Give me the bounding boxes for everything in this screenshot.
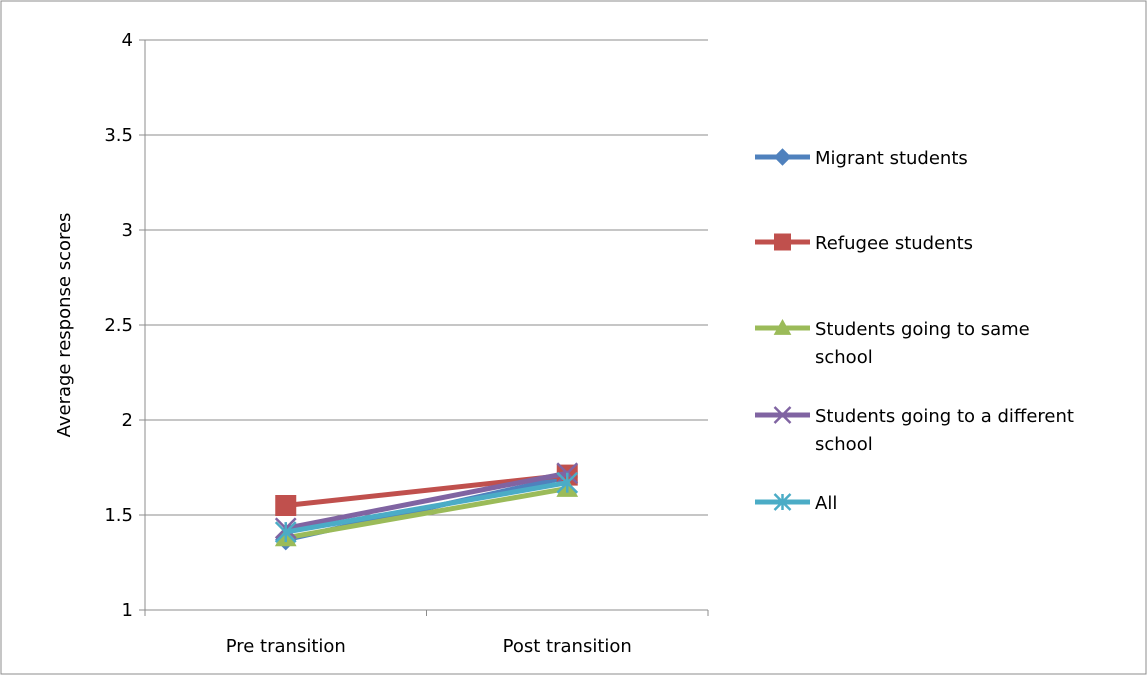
legend-marker bbox=[773, 406, 792, 424]
x-tick-label: Post transition bbox=[503, 636, 632, 657]
legend-marker bbox=[774, 233, 791, 251]
legend-marker bbox=[773, 493, 792, 511]
legend-label: Migrant students bbox=[815, 148, 968, 169]
data-point bbox=[274, 521, 297, 543]
legend-label-line: Students going to a different bbox=[815, 406, 1074, 427]
legend-item: Refugee students bbox=[755, 233, 973, 254]
legend-label: Students going to a different school bbox=[815, 406, 1074, 455]
legend-item: Students going to same school bbox=[755, 318, 1030, 368]
y-tick-label: 3.5 bbox=[104, 125, 133, 146]
legend-item: All bbox=[755, 493, 837, 514]
legend-marker bbox=[773, 148, 792, 166]
legend-marker bbox=[773, 318, 792, 335]
legend-label: All bbox=[815, 493, 837, 514]
gridlines bbox=[145, 39, 708, 516]
legend-marker-stroke bbox=[773, 406, 792, 424]
x-tick-label: Pre transition bbox=[226, 636, 346, 657]
data-point bbox=[275, 495, 297, 516]
legend: Migrant students Refugee students Students… bbox=[755, 148, 1074, 514]
series-5 bbox=[274, 471, 579, 543]
data-point bbox=[556, 471, 579, 494]
legend-item: Students going to a different school bbox=[755, 406, 1074, 455]
y-tick-label: 4 bbox=[122, 30, 133, 51]
y-axis-title: Average response scores bbox=[54, 213, 75, 438]
series-line bbox=[283, 480, 570, 535]
y-tick-label: 1.5 bbox=[104, 505, 133, 526]
legend-label: Students going to same school bbox=[815, 319, 1030, 368]
legend-label-line: Students going to same bbox=[815, 319, 1030, 340]
series-line bbox=[283, 470, 570, 531]
y-tick-label: 2.5 bbox=[104, 315, 133, 336]
series-lines bbox=[274, 462, 579, 551]
legend-label: Refugee students bbox=[815, 233, 973, 254]
legend-label-line: school bbox=[815, 347, 873, 368]
y-tick-label: 1 bbox=[122, 600, 133, 621]
series-line bbox=[283, 485, 570, 541]
y-tick-label: 3 bbox=[122, 220, 133, 241]
axes: 1 1.5 2 2.5 3 3.5 4 Pre transition Post transiti… bbox=[104, 30, 709, 657]
y-tick-label: 2 bbox=[122, 410, 133, 431]
legend-label-line: school bbox=[815, 434, 873, 455]
legend-item: Migrant students bbox=[755, 148, 968, 169]
